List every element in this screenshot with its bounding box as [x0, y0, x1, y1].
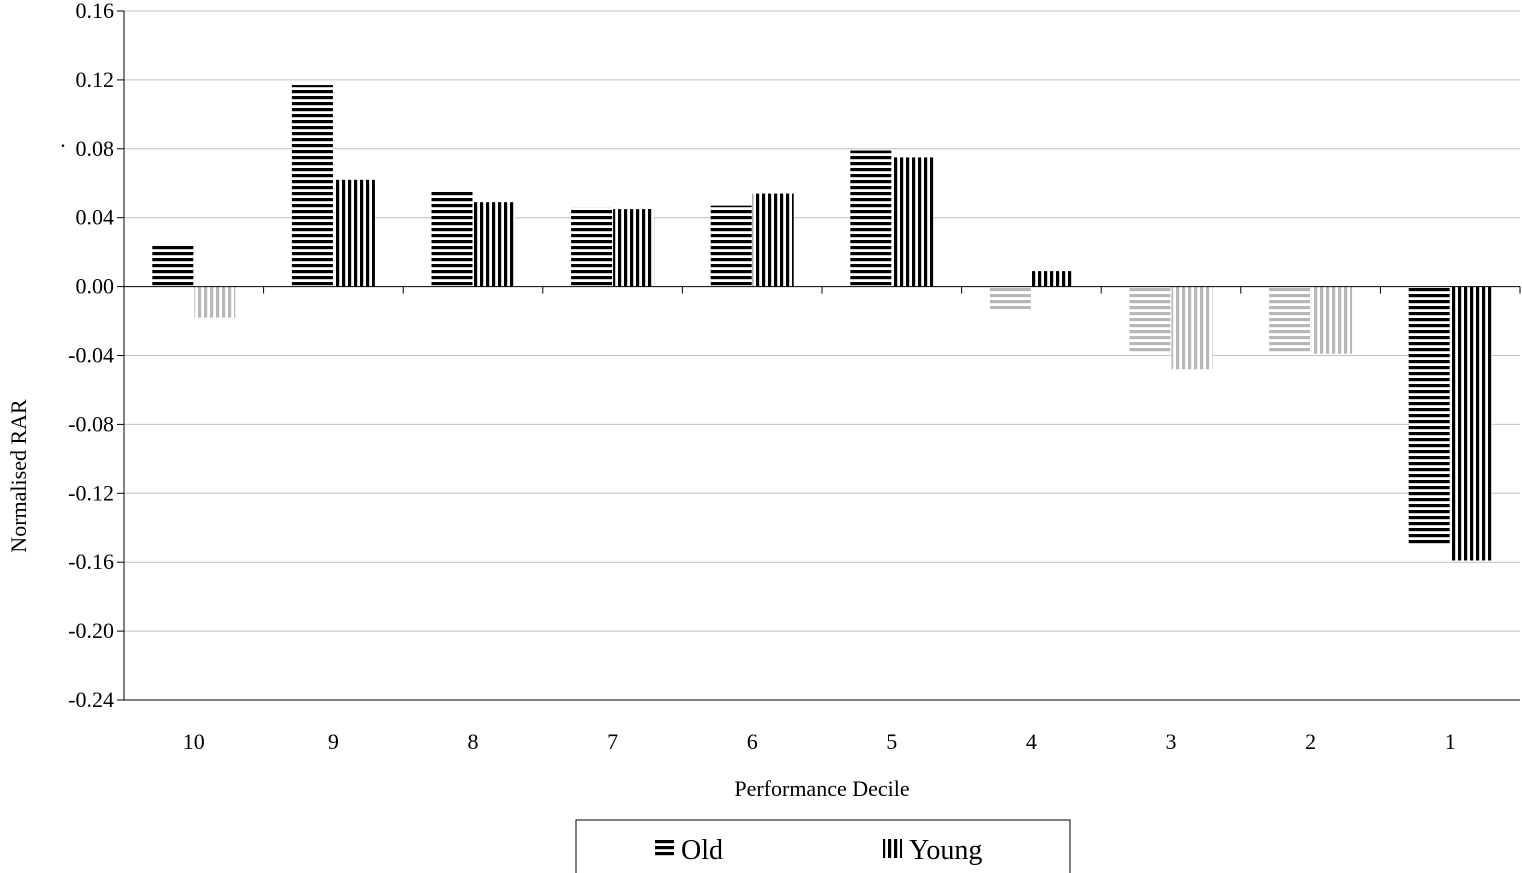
- y-tick-label: -0.16: [68, 549, 114, 574]
- bar-old-decile-2: [1269, 286, 1311, 353]
- legend-label-old: Old: [681, 835, 723, 866]
- y-tick-label: -0.20: [68, 618, 114, 643]
- y-tick-label: -0.12: [68, 480, 114, 505]
- axes: [117, 10, 1521, 701]
- bar-young-decile-3: [1171, 286, 1213, 370]
- bar-old-decile-8: [431, 190, 473, 287]
- bar-young-decile-8: [473, 202, 515, 287]
- y-tick-label: -0.08: [68, 411, 114, 436]
- x-tick-label: 9: [328, 729, 339, 754]
- x-tick-label: 5: [886, 729, 897, 754]
- bars: [152, 85, 1492, 561]
- y-axis-title: Normalised RAR: [6, 399, 31, 553]
- y-tick-label: 0.08: [76, 136, 115, 161]
- bar-old-decile-6: [710, 205, 752, 287]
- stray-mark: .: [60, 127, 66, 152]
- legend-box: [575, 819, 1071, 873]
- y-tick-label: -0.04: [68, 343, 114, 368]
- bar-young-decile-9: [333, 179, 375, 287]
- bar-old-decile-4: [989, 286, 1031, 309]
- legend-swatch-old: [655, 839, 674, 858]
- legend-label-young: Young: [909, 835, 982, 866]
- x-tick-label: 10: [183, 729, 205, 754]
- y-tick-label: -0.24: [68, 687, 114, 712]
- x-tick-label: 1: [1445, 729, 1456, 754]
- bar-young-decile-6: [752, 193, 794, 287]
- x-tick-label: 6: [747, 729, 758, 754]
- y-tick-label: 0.16: [76, 0, 115, 23]
- bar-young-decile-2: [1311, 286, 1353, 354]
- gridlines: [124, 10, 1520, 632]
- x-tick-label: 8: [468, 729, 479, 754]
- bar-old-decile-10: [152, 243, 194, 287]
- y-tick-label: 0.00: [76, 274, 115, 299]
- legend: Old Young: [575, 819, 1071, 873]
- x-tick-label: 7: [607, 729, 618, 754]
- x-tick-label: 2: [1305, 729, 1316, 754]
- bar-young-decile-4: [1031, 271, 1073, 287]
- bar-old-decile-5: [850, 150, 892, 287]
- bar-old-decile-1: [1408, 286, 1450, 545]
- x-tick-label: 3: [1166, 729, 1177, 754]
- legend-swatch-young: [883, 839, 902, 858]
- x-axis-title: Performance Decile: [734, 776, 909, 801]
- bar-old-decile-7: [571, 207, 613, 287]
- bar-old-decile-3: [1129, 286, 1171, 354]
- bar-young-decile-7: [613, 209, 655, 287]
- tick-labels: 0.16 0.12 0.08 0.04 0.00 -0.04 -0.08 -0.12 -0.16…: [68, 0, 1456, 754]
- bar-young-decile-5: [892, 157, 934, 287]
- y-tick-label: 0.04: [76, 205, 115, 230]
- bar-old-decile-9: [291, 85, 333, 287]
- y-tick-label: 0.12: [76, 67, 115, 92]
- bar-young-decile-10: [194, 286, 236, 318]
- bar-young-decile-1: [1450, 286, 1492, 561]
- x-tick-label: 4: [1026, 729, 1037, 754]
